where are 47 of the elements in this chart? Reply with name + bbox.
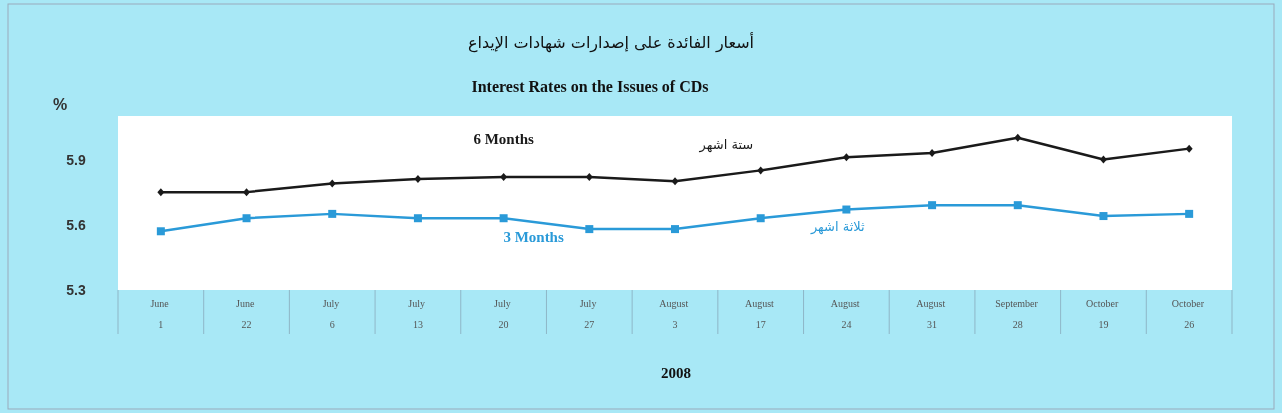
point: [585, 172, 593, 181]
x-tick-label: June 1: [150, 298, 172, 330]
point: [413, 214, 422, 223]
point: [500, 172, 508, 181]
point: [671, 225, 679, 234]
y-axis-title: %: [52, 96, 68, 113]
point: [585, 225, 594, 234]
annotation: ثلاثة اشهر: [809, 219, 866, 236]
x-tick-label: October 19: [1086, 298, 1121, 330]
x-tick-label: October 26: [1171, 298, 1207, 330]
series-label: 3 Months: [503, 229, 564, 246]
x-tick-label: July 13: [408, 298, 428, 330]
series-label: 6 Months: [473, 131, 534, 148]
chart-title: أسعار الفائدة على إصدارات شهادات الإيداع: [467, 32, 755, 53]
point: [756, 214, 765, 223]
y-tick-label: 5.6: [66, 216, 86, 233]
annotation: ستة اشهر: [698, 136, 754, 153]
point: [928, 201, 937, 210]
point: [1013, 201, 1022, 210]
y-tick-label: 5.9: [66, 151, 86, 168]
x-tick-label: June 22: [236, 298, 257, 330]
y-tick-label: 5.3: [66, 282, 86, 298]
point: [1014, 133, 1022, 142]
point: [842, 153, 850, 162]
point: [328, 209, 337, 218]
point: [156, 227, 165, 236]
x-tick-label: August 3: [659, 298, 691, 330]
x-axis-title: 2008: [661, 365, 691, 381]
point: [242, 214, 251, 223]
x-tick-label: September 28: [995, 298, 1041, 330]
point: [1185, 144, 1193, 153]
chart-subtitle: Interest Rates on the Issues of CDs: [471, 78, 709, 95]
x-tick-label: July 20: [494, 298, 514, 330]
point: [842, 205, 851, 214]
point: [1099, 212, 1108, 221]
point: [157, 188, 165, 197]
x-tick-label: August 17: [744, 298, 777, 330]
point: [757, 166, 765, 175]
point: [328, 179, 336, 188]
x-tick-label: August 24: [830, 298, 863, 330]
x-tick-label: July 27: [579, 298, 599, 330]
point: [1185, 209, 1194, 218]
point: [243, 188, 251, 197]
x-tick-label: August 31: [916, 298, 948, 330]
x-tick-label: July 6: [322, 298, 342, 330]
point: [671, 177, 679, 186]
point: [499, 214, 508, 223]
